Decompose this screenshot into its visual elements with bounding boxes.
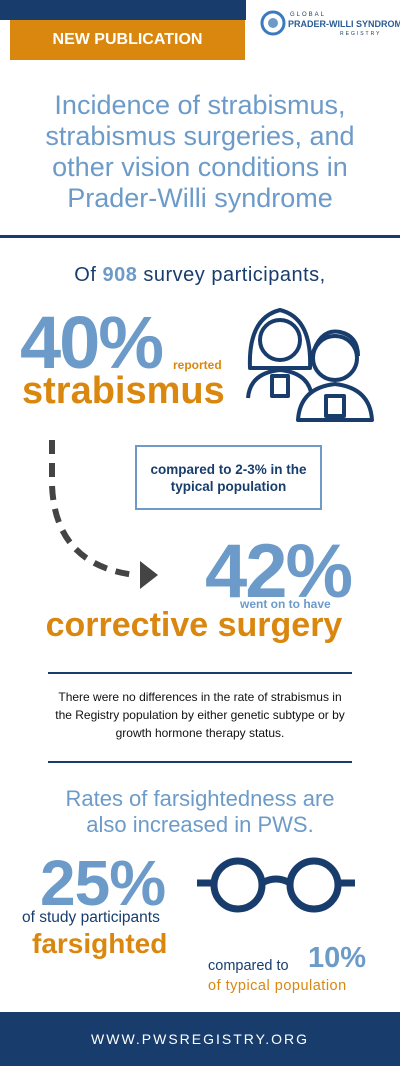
compared-percent: 10% <box>308 942 367 974</box>
reported-label: reported <box>173 358 222 372</box>
farsighted-note: of study participants <box>22 909 160 926</box>
comparison-box: compared to 2-3% in the typical populati… <box>135 445 322 510</box>
logo-main: PRADER-WILLI SYNDROME <box>288 19 400 29</box>
note: There were no differences in the rate of… <box>55 690 345 740</box>
intro-suffix: survey participants, <box>137 264 326 286</box>
title: Incidence of strabismus, strabismus surg… <box>45 90 355 213</box>
logo-top: GLOBAL <box>290 12 327 18</box>
compared-prefix: compared to <box>208 958 289 974</box>
footer: WWW.PWSREGISTRY.ORG <box>0 1012 400 1066</box>
intro: Of 908 survey participants, <box>0 264 400 287</box>
divider <box>48 672 352 674</box>
logo-bottom: REGISTRY <box>340 31 382 37</box>
logo-icon <box>260 10 286 36</box>
strabismus-label: strabismus <box>22 370 225 412</box>
strabismus-percent: 40% <box>20 301 164 384</box>
top-band <box>0 0 246 20</box>
surgery-note: went on to have <box>240 597 331 611</box>
farsighted-heading: Rates of farsightedness are also increas… <box>65 786 335 837</box>
arrow <box>49 440 158 589</box>
surgery-label: corrective surgery <box>45 606 343 644</box>
glasses-icon <box>197 857 355 913</box>
compared-note: of typical population <box>208 978 347 994</box>
intro-prefix: Of <box>74 264 103 286</box>
badge: NEW PUBLICATION <box>10 20 245 60</box>
divider <box>48 761 352 763</box>
surgery-percent: 42% <box>205 529 353 614</box>
participant-count: 908 <box>102 264 138 286</box>
farsighted-label: farsighted <box>32 928 168 959</box>
people-icon <box>246 308 374 422</box>
divider <box>0 235 400 238</box>
farsighted-percent: 25% <box>40 847 166 919</box>
